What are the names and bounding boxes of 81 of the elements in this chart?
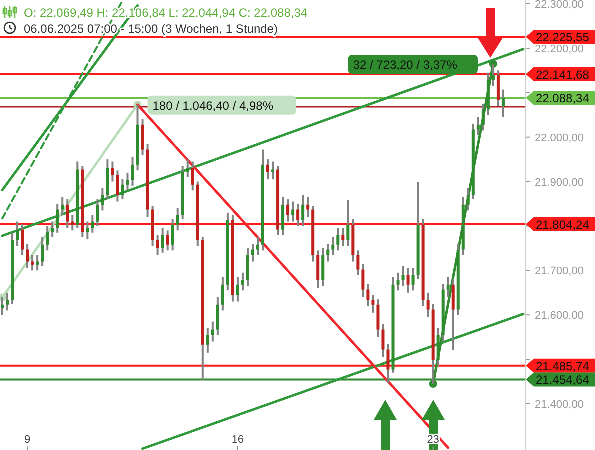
candlestick: [396, 272, 400, 292]
candlestick: [6, 292, 10, 312]
candlestick: [121, 178, 124, 201]
candlestick: [71, 214, 74, 232]
candlestick: [386, 343, 390, 384]
candlestick: [211, 320, 214, 343]
candlestick: [171, 218, 174, 252]
candlestick: [31, 254, 34, 272]
candlestick: [26, 243, 30, 270]
candlestick: [326, 243, 330, 263]
candlestick: [41, 236, 44, 268]
candlestick: [266, 158, 270, 181]
candlestick: [251, 243, 254, 263]
candlestick: [236, 276, 240, 303]
candlestick: [356, 250, 360, 276]
candlestick: [362, 263, 365, 298]
candlestick: [161, 227, 164, 254]
candlestick: [206, 327, 210, 354]
candlestick: [101, 187, 104, 212]
y-tick-label: 21.600,00: [535, 310, 584, 322]
x-tick-label: 9: [24, 434, 31, 446]
candlestick: [166, 230, 170, 252]
ref-line-label: 22.141,68: [536, 68, 590, 82]
candlestick: [66, 198, 70, 230]
candlestick: [191, 160, 194, 192]
candlestick: [176, 207, 180, 232]
candlestick: [402, 265, 405, 288]
ref-line-label: 21.485,74: [536, 359, 590, 374]
candlestick: [186, 158, 190, 178]
candlestick: [1, 296, 4, 316]
candlestick: [51, 220, 54, 238]
candlestick: [412, 267, 415, 292]
candlestick: [292, 200, 295, 223]
candlestick: [256, 236, 260, 256]
y-tick-label: 22.300,00: [535, 0, 584, 11]
annotation: 180 / 1.046,40 / 4,98%: [152, 98, 274, 113]
candlestick: [96, 198, 100, 228]
candlestick: [406, 267, 410, 294]
candlestick: [86, 220, 90, 241]
candlestick: [296, 203, 300, 228]
candlestick: [366, 283, 370, 308]
candlestick: [241, 272, 244, 292]
y-tick-label: 21.400,00: [535, 399, 584, 411]
candlestick: [131, 156, 134, 188]
candlestick: [36, 254, 40, 272]
y-tick-label: 22.200,00: [535, 43, 584, 56]
candlestick: [336, 227, 340, 252]
annotation: 32 / 723,20 / 3,37%: [353, 58, 458, 72]
candlestick: [16, 220, 20, 248]
candlestick: [466, 187, 470, 212]
ref-line-label: 21.804,24: [536, 218, 590, 232]
ref-line-label: 22.225,55: [536, 30, 590, 45]
candlestick: [302, 194, 305, 228]
candlestick: [61, 196, 64, 216]
candlestick: [342, 227, 345, 248]
candlestick: [476, 116, 480, 136]
candlestick: [482, 103, 485, 132]
candlestick: [111, 160, 114, 183]
candlestick: [306, 196, 310, 218]
ref-line-label: 21.454,64: [536, 373, 590, 388]
candlestick: [346, 199, 350, 248]
candlestick: [332, 236, 335, 256]
y-tick-label: 21.900,00: [535, 176, 584, 189]
candlestick: [286, 198, 290, 223]
y-tick-label: 21.700,00: [535, 266, 584, 278]
candlestick: [156, 234, 160, 256]
candlestick: [426, 292, 430, 318]
candlestick: [46, 225, 50, 252]
candlestick: [21, 223, 24, 256]
candlestick: [446, 276, 450, 298]
candlestick: [372, 294, 375, 314]
candlestick: [382, 323, 385, 358]
candlestick: [56, 203, 60, 234]
candlestick: [91, 214, 94, 234]
candlestick: [126, 172, 130, 192]
candlestick: [221, 276, 224, 312]
x-tick-label: 16: [232, 434, 244, 446]
y-tick-label: 22.000,00: [535, 132, 584, 144]
candlestick: [116, 170, 120, 203]
ref-line-label: 22.088,34: [536, 92, 590, 106]
candlestick: [502, 88, 505, 118]
